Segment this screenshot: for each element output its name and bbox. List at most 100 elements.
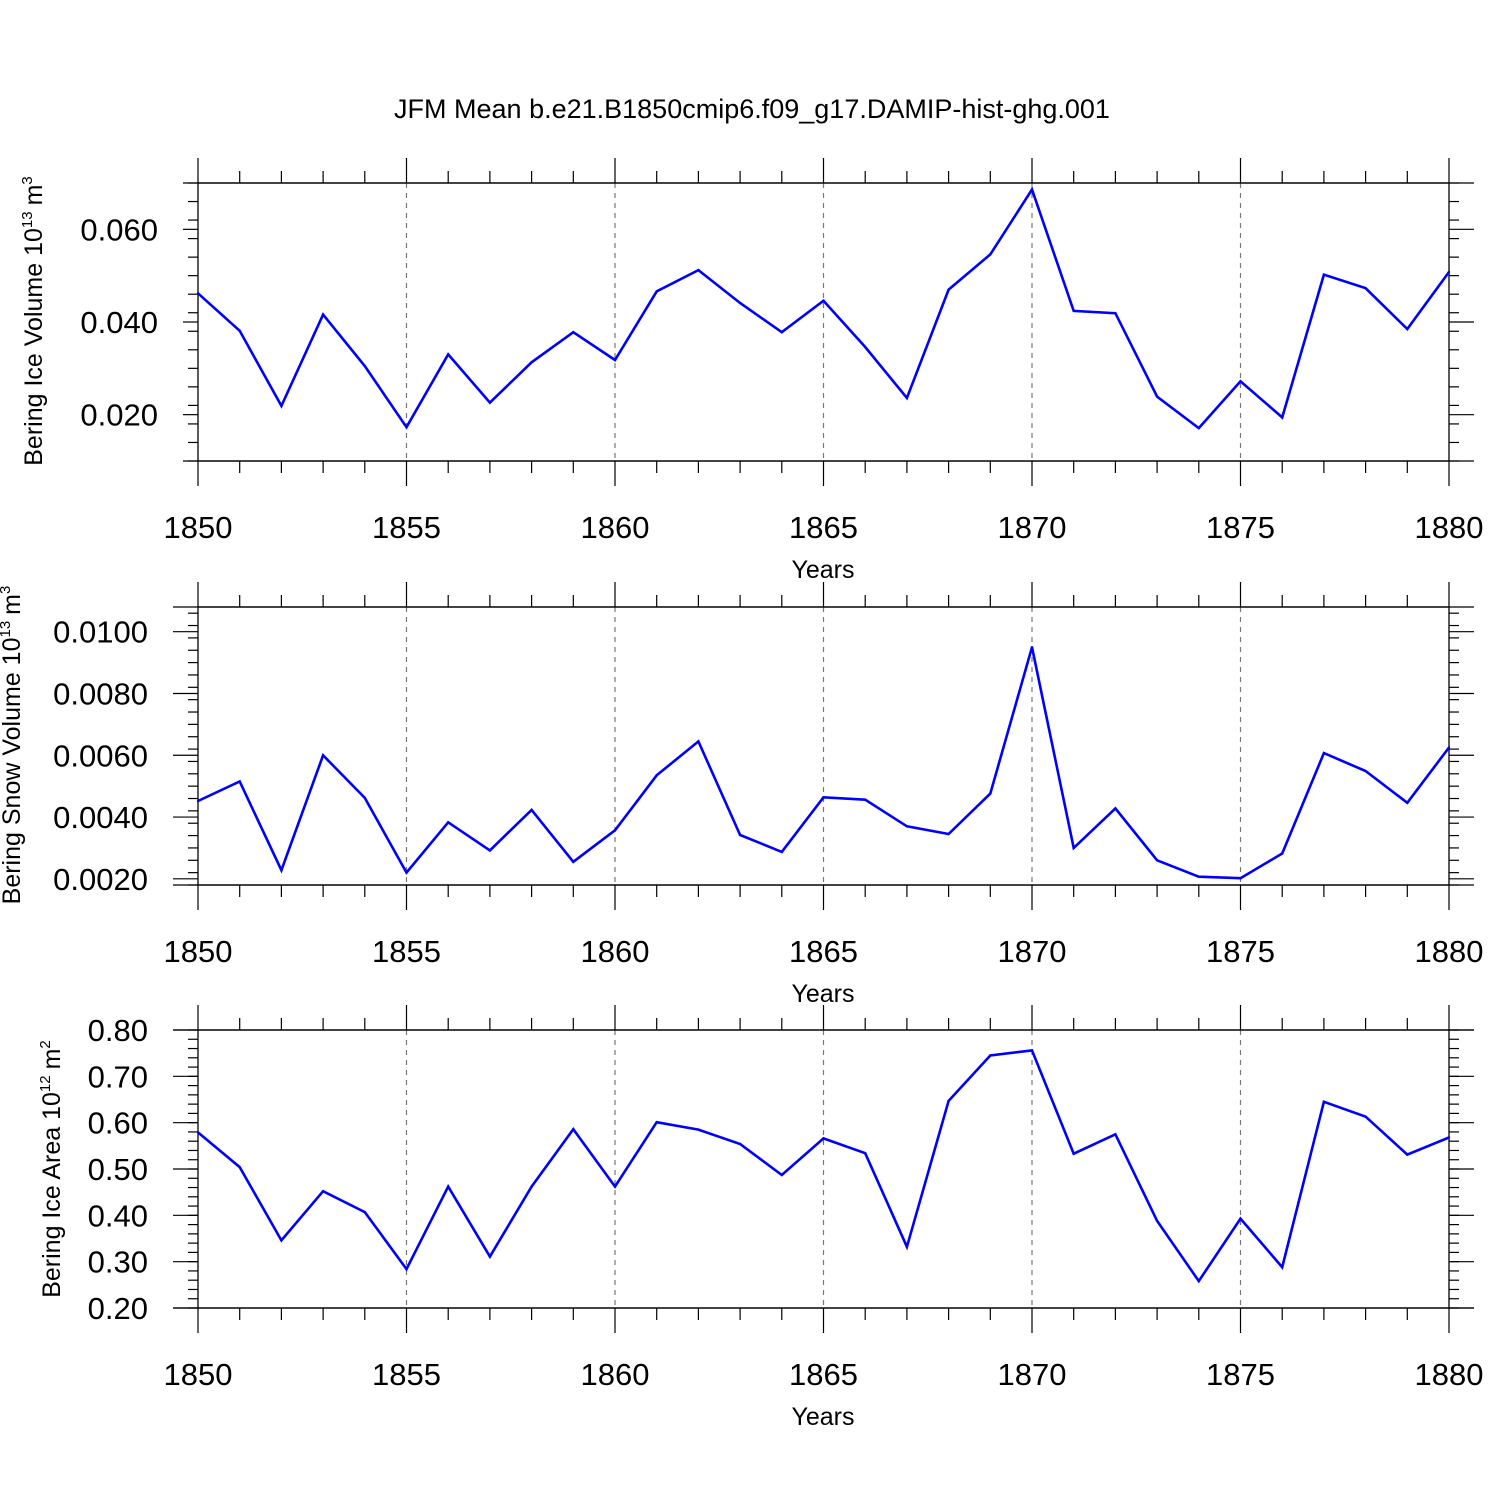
- data-point: [1072, 846, 1075, 850]
- data-point: [1281, 852, 1284, 855]
- data-point: [405, 1267, 408, 1271]
- data-point: [1030, 645, 1034, 649]
- data-point: [1072, 1152, 1075, 1155]
- x-tick-label: 1870: [998, 934, 1067, 969]
- data-point: [989, 253, 992, 256]
- data-point: [1447, 270, 1451, 274]
- data-point: [1114, 311, 1117, 315]
- data-point: [864, 798, 867, 801]
- data-point: [1447, 746, 1451, 749]
- x-tick-label: 1865: [789, 934, 858, 969]
- y-tick-label: 0.50: [88, 1152, 148, 1187]
- data-point: [1406, 801, 1409, 805]
- y-tick-label: 0.0020: [53, 862, 148, 897]
- panel-ice-volume: 0.020 0.040 0.060 1850 1855 1860 1865 1870 1875 1…: [19, 158, 1483, 584]
- x-tick-label: 1865: [789, 1357, 858, 1392]
- data-point: [363, 1210, 366, 1214]
- data-point: [280, 404, 283, 408]
- data-point: [238, 329, 241, 333]
- data-point: [697, 268, 700, 272]
- data-point: [780, 330, 783, 334]
- x-tick-label: 1850: [164, 510, 233, 545]
- data-point: [989, 1054, 992, 1057]
- y-axis-label-exp: 12: [37, 1075, 54, 1092]
- data-point: [488, 401, 492, 404]
- data-point: [488, 1255, 492, 1258]
- data-point: [947, 1099, 950, 1103]
- x-tick-label: 1865: [789, 510, 858, 545]
- data-point: [822, 299, 825, 302]
- data-point: [363, 796, 366, 800]
- y-axis-label-unit-exp: 3: [0, 586, 14, 594]
- data-point: [655, 774, 658, 777]
- x-axis-label: Years: [791, 980, 854, 1008]
- data-point: [1197, 426, 1201, 430]
- data-point: [1030, 188, 1034, 191]
- data-point: [447, 821, 450, 824]
- data-point: [405, 871, 408, 874]
- data-point: [905, 1245, 909, 1249]
- data-point: [1447, 1136, 1451, 1139]
- data-point: [1322, 1100, 1326, 1104]
- data-point: [1364, 286, 1367, 290]
- x-tick-label: 1850: [164, 1357, 233, 1392]
- data-point: [1239, 877, 1242, 880]
- y-axis-label: Bering Snow Volume 1013 m3: [0, 586, 26, 905]
- data-point: [1406, 327, 1409, 331]
- y-axis-label-unit: m: [20, 185, 48, 206]
- data-point: [488, 849, 492, 852]
- x-tick-label: 1860: [581, 510, 650, 545]
- data-point: [321, 1190, 325, 1193]
- panel-ice-area: 0.20 0.30 0.40 0.50 0.60 0.70 0.80 1850 1855 1860…: [37, 1005, 1483, 1431]
- y-axis-label-exp: 13: [0, 621, 14, 638]
- x-axis-label: Years: [791, 556, 854, 584]
- data-point: [697, 740, 700, 743]
- data-point: [1197, 875, 1201, 878]
- y-tick-label: 0.60: [88, 1106, 148, 1141]
- data-point: [905, 396, 909, 400]
- y-tick-label: 0.0060: [53, 738, 148, 773]
- data-point: [1364, 1115, 1367, 1118]
- data-point: [405, 425, 408, 429]
- x-tick-label: 1860: [581, 1357, 650, 1392]
- data-point: [822, 1137, 825, 1140]
- data-point: [1281, 416, 1284, 419]
- data-point: [196, 292, 200, 295]
- y-axis-label-main: Bering Snow Volume 10: [0, 638, 26, 905]
- data-point: [989, 792, 992, 795]
- data-point: [1155, 395, 1159, 398]
- data-point: [738, 301, 742, 305]
- data-point: [947, 288, 950, 291]
- data-point: [1030, 1049, 1034, 1052]
- data-point: [196, 799, 200, 803]
- data-point: [655, 1121, 658, 1124]
- data-point: [572, 860, 575, 864]
- data-point: [1197, 1279, 1201, 1283]
- data-point: [1239, 380, 1242, 383]
- data-point: [905, 825, 909, 828]
- y-axis-label-main: Bering Ice Area 10: [38, 1092, 66, 1298]
- data-point: [321, 754, 325, 757]
- data-point: [447, 1185, 450, 1188]
- data-point: [196, 1131, 200, 1134]
- x-tick-label: 1850: [164, 934, 233, 969]
- y-axis-label-unit: m: [38, 1049, 66, 1070]
- data-point: [572, 1127, 575, 1131]
- data-point: [238, 780, 241, 783]
- data-point: [947, 832, 950, 836]
- x-tick-label: 1875: [1206, 934, 1275, 969]
- data-point: [1322, 273, 1326, 276]
- data-point: [613, 829, 617, 832]
- data-point: [280, 1239, 283, 1242]
- data-point: [572, 330, 575, 334]
- data-point: [613, 1185, 617, 1188]
- x-tick-label: 1880: [1415, 934, 1484, 969]
- y-tick-label: 0.30: [88, 1245, 148, 1280]
- data-point: [1072, 309, 1075, 313]
- panel-snow-volume: 0.0020 0.0040 0.0060 0.0080 0.0100 1850 1855 18…: [0, 582, 1483, 1008]
- y-tick-label: 0.80: [88, 1013, 148, 1048]
- x-tick-label: 1880: [1415, 510, 1484, 545]
- data-point: [697, 1128, 700, 1131]
